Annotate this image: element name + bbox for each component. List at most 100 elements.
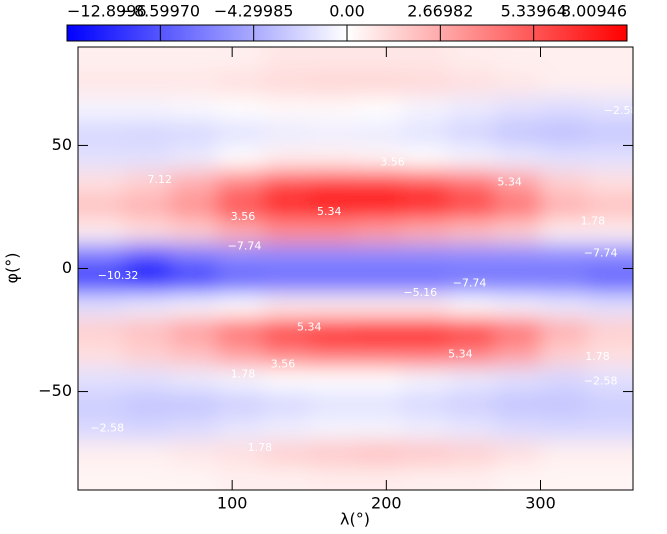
cell (586, 465, 633, 490)
contour-label: −7.74 (228, 239, 262, 252)
cell (540, 71, 588, 97)
cell (494, 342, 541, 368)
cell (448, 416, 495, 442)
contour-label: −7.74 (453, 276, 487, 289)
cell (78, 120, 125, 146)
cell (124, 170, 171, 196)
y-axis-label: φ(°) (3, 252, 22, 283)
cell (170, 366, 218, 393)
cell (263, 391, 310, 417)
cell (540, 366, 588, 393)
cell (124, 120, 171, 146)
contour-label: 1.78 (248, 441, 273, 454)
cell (170, 96, 218, 122)
cell (216, 145, 264, 171)
cell (355, 391, 403, 417)
cell (355, 219, 403, 245)
contour-label: 1.78 (585, 350, 610, 363)
cell (78, 268, 125, 294)
cell (216, 170, 264, 196)
cell (309, 47, 356, 73)
cell (401, 366, 449, 393)
cell (586, 145, 633, 171)
cell (170, 243, 218, 269)
cell (494, 440, 541, 466)
cell (540, 47, 588, 73)
cell (401, 170, 449, 196)
cell (355, 293, 403, 319)
cell (586, 440, 633, 466)
cell (170, 317, 218, 343)
cell (355, 465, 403, 490)
cell (401, 243, 449, 269)
cell (309, 317, 356, 343)
cell (586, 366, 633, 393)
cell (216, 194, 264, 220)
cell (309, 243, 356, 269)
cell (309, 96, 356, 122)
cell (309, 440, 356, 466)
cell (124, 465, 171, 490)
colorbar-tick-label: −8.59970 (121, 2, 201, 21)
cell (355, 268, 403, 294)
cell (263, 71, 310, 97)
colorbar-tick-label: 0.00 (329, 2, 365, 21)
cell (586, 293, 633, 319)
cell (355, 194, 403, 220)
cell (401, 391, 449, 417)
cell (494, 317, 541, 343)
cell (78, 71, 125, 97)
cell (124, 366, 171, 393)
cell (355, 145, 403, 171)
cell (586, 391, 633, 417)
cell (401, 416, 449, 442)
cell (494, 96, 541, 122)
contour-label: 1.78 (581, 215, 606, 228)
cell (401, 145, 449, 171)
cell (124, 47, 171, 73)
cell (78, 145, 125, 171)
contour-label: −7.74 (584, 247, 618, 260)
cell (448, 243, 495, 269)
cell (78, 194, 125, 220)
cell (263, 194, 310, 220)
cell (124, 96, 171, 122)
colorbar-tick-label: −12.8996 (67, 2, 147, 21)
cell (494, 145, 541, 171)
cell (355, 243, 403, 269)
cell (448, 145, 495, 171)
y-tick-label: 0 (62, 258, 72, 277)
cell (263, 47, 310, 73)
cell (494, 465, 541, 490)
cell (170, 342, 218, 368)
cell (586, 96, 633, 122)
cell (448, 391, 495, 417)
cell (309, 194, 356, 220)
cell (494, 71, 541, 97)
cell (216, 71, 264, 97)
cell (124, 317, 171, 343)
colorbar-tick-label: 2.66982 (407, 2, 473, 21)
cell (170, 440, 218, 466)
cell (494, 416, 541, 442)
cell (494, 194, 541, 220)
y-tick-label: −50 (38, 381, 72, 400)
cell (216, 293, 264, 319)
cell (263, 268, 310, 294)
cell (355, 317, 403, 343)
cell (263, 96, 310, 122)
cell (401, 317, 449, 343)
cell (170, 145, 218, 171)
cell (216, 465, 264, 490)
cell (540, 317, 588, 343)
cell (448, 47, 495, 73)
cell (216, 440, 264, 466)
cell (216, 96, 264, 122)
cell (401, 219, 449, 245)
cell (263, 416, 310, 442)
cell (586, 71, 633, 97)
cell (448, 96, 495, 122)
cell (124, 416, 171, 442)
